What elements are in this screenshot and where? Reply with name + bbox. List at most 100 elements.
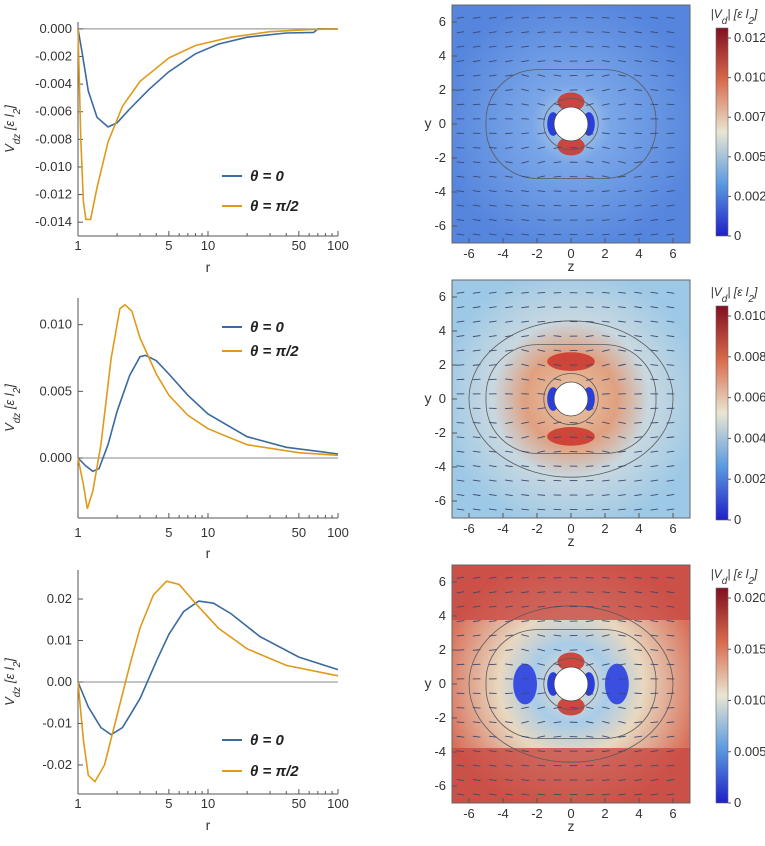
- x-tick-label: -4: [497, 521, 509, 536]
- vector-arrow: [585, 436, 594, 439]
- vector-arrow: [505, 576, 513, 579]
- vector-arrow: [601, 692, 610, 695]
- vector-arrow: [521, 407, 529, 410]
- vector-arrow: [585, 45, 594, 48]
- vector-arrow: [456, 45, 465, 48]
- vector-arrow: [537, 465, 546, 468]
- vector-arrow: [472, 291, 481, 294]
- vector-arrow: [634, 450, 642, 453]
- vector-arrow: [601, 620, 610, 623]
- vector-arrow: [456, 649, 465, 651]
- vector-arrow: [537, 779, 546, 781]
- vector-arrow: [618, 421, 626, 424]
- y-tick-label: -2: [434, 710, 446, 725]
- vector-arrow: [456, 335, 465, 338]
- vector-arrow: [456, 576, 465, 579]
- vector-arrow: [521, 349, 529, 352]
- vector-arrow: [602, 793, 610, 796]
- vector-arrow: [505, 764, 513, 767]
- vector-arrow: [521, 146, 529, 150]
- vector-arrow: [472, 479, 481, 482]
- vector-arrow: [585, 335, 594, 338]
- vector-arrow: [634, 161, 643, 164]
- contour-line: [468, 320, 674, 478]
- vector-arrow: [537, 634, 546, 637]
- vector-arrow: [521, 291, 529, 294]
- vector-arrow: [585, 146, 594, 150]
- vector-arrow: [488, 465, 497, 468]
- vector-arrow: [585, 161, 594, 164]
- y-tick-label: -0.004: [35, 76, 72, 91]
- vector-arrow: [521, 494, 529, 496]
- y-tick-label: -0.012: [35, 187, 72, 202]
- vector-arrow: [602, 16, 610, 19]
- vector-arrow: [650, 649, 659, 651]
- vector-arrow: [456, 291, 465, 294]
- vector-arrow: [618, 233, 626, 236]
- vector-arrow: [521, 620, 529, 623]
- vector-arrow: [618, 663, 626, 666]
- colorbar: [715, 27, 729, 237]
- y-tick-label: -6: [434, 218, 446, 233]
- vector-arrow: [650, 16, 659, 19]
- vector-arrow: [456, 508, 465, 511]
- vector-arrow: [666, 161, 675, 164]
- heatmap-3: -6 -4 -2 0 2 4 6 6 4 2 0 -2 -4 -6 z y |Vd| [ε l2] 0.020 0.…: [425, 564, 765, 834]
- vector-arrow: [553, 146, 562, 150]
- y-tick-label: 0: [439, 391, 446, 406]
- vector-arrow: [488, 779, 497, 782]
- y-tick-label: 0.005: [39, 383, 72, 398]
- vector-arrow: [488, 494, 497, 497]
- colorbar: [715, 305, 729, 521]
- vector-arrow: [537, 160, 546, 164]
- legend-label: θ = 0: [250, 319, 284, 336]
- vector-arrow: [488, 649, 497, 651]
- vector-arrow: [553, 421, 562, 425]
- vector-arrow: [456, 605, 465, 608]
- y-axis-label: y: [425, 390, 432, 406]
- vector-arrow: [618, 479, 626, 482]
- vector-arrow: [537, 750, 546, 753]
- colorbar-tick-label: 0.010: [734, 693, 765, 708]
- y-tick-label: 0: [439, 676, 446, 691]
- sphere: [553, 381, 589, 417]
- vector-arrow: [650, 450, 659, 453]
- vector-arrow: [488, 204, 497, 207]
- vector-arrow: [472, 306, 481, 309]
- heatmap-lobe: [605, 663, 629, 705]
- vector-arrow: [472, 508, 481, 511]
- vector-arrow: [634, 706, 643, 709]
- x-tick-label: 6: [669, 246, 676, 261]
- vector-arrow: [618, 363, 626, 367]
- vector-arrow: [505, 204, 513, 207]
- vector-arrow: [488, 436, 497, 439]
- vector-arrow: [488, 620, 497, 623]
- vector-arrow: [634, 306, 643, 309]
- vector-arrow: [602, 88, 610, 92]
- y-tick-label: 4: [439, 48, 446, 63]
- x-tick-label: -4: [497, 806, 509, 821]
- vector-arrow: [456, 233, 465, 236]
- vector-arrow: [456, 450, 465, 453]
- vector-arrow: [488, 161, 497, 164]
- line-chart-2: 1 5 10 50 100 0.010 0.005 0.000 r Vdz [ε l2] θ = 0…: [2, 298, 349, 561]
- vector-arrow: [505, 634, 513, 637]
- vector-arrow: [505, 219, 513, 222]
- vector-arrow: [456, 494, 465, 497]
- contour-line: [485, 69, 657, 179]
- vector-arrow: [618, 74, 626, 77]
- vector-arrow: [521, 320, 529, 323]
- vector-arrow: [585, 175, 594, 178]
- vector-arrow: [601, 465, 610, 468]
- vector-arrow: [618, 779, 626, 781]
- contour-line: [543, 373, 599, 425]
- vector-arrow: [666, 620, 675, 623]
- vector-arrow: [521, 16, 529, 19]
- vector-arrow: [634, 89, 643, 91]
- y-axis-label: Vdz [ε l2]: [2, 384, 23, 432]
- vector-arrow: [488, 764, 497, 767]
- vector-arrow: [602, 706, 610, 710]
- vector-arrow: [618, 793, 626, 796]
- x-tick-label: 50: [292, 238, 306, 253]
